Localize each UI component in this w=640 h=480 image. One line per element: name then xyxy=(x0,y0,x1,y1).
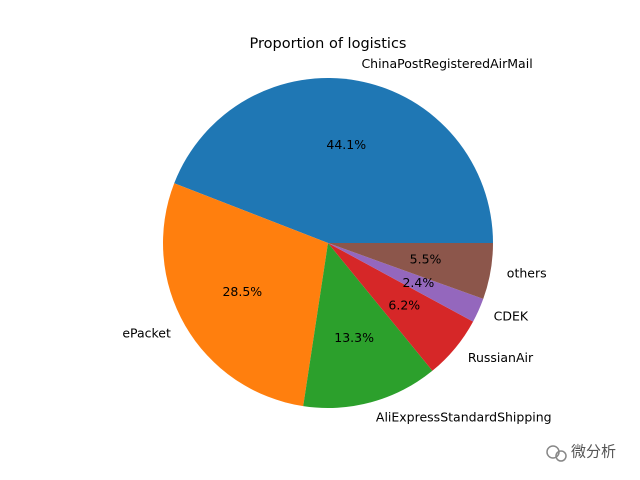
value-label: 28.5% xyxy=(222,284,262,299)
slice-label: AliExpressStandardShipping xyxy=(376,410,552,425)
value-label: 5.5% xyxy=(410,252,442,267)
watermark: 微分析 xyxy=(571,443,616,461)
value-label: 2.4% xyxy=(402,275,434,290)
slice-label: others xyxy=(507,266,547,281)
slice-label: RussianAir xyxy=(468,350,534,365)
value-label: 6.2% xyxy=(388,298,420,313)
pie-slice xyxy=(328,243,474,371)
pie-slice xyxy=(174,77,494,243)
chart-title: Proportion of logistics xyxy=(250,36,407,52)
pie-slice xyxy=(303,243,433,408)
pie-slice xyxy=(328,243,484,322)
pie-slice xyxy=(328,243,493,299)
slice-label: CDEK xyxy=(494,309,529,324)
value-label: 44.1% xyxy=(326,137,366,152)
pie-slice xyxy=(163,183,328,407)
slice-label: ChinaPostRegisteredAirMail xyxy=(361,56,532,71)
value-label: 13.3% xyxy=(334,330,374,345)
watermark-icon xyxy=(546,445,567,462)
slice-label: ePacket xyxy=(122,325,171,340)
